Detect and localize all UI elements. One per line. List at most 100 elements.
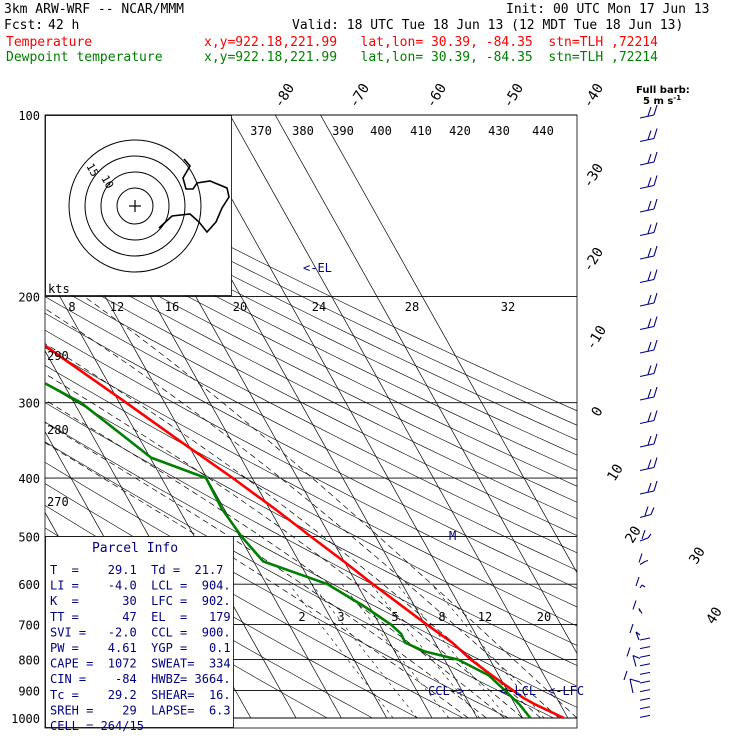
- isotherm: [320, 115, 577, 574]
- wind-barb-flag: [647, 200, 652, 211]
- wind-barb-flag: [653, 175, 658, 186]
- dry-adiabat: [45, 248, 577, 519]
- isotherm: [274, 115, 577, 655]
- mixing-ratio-label: 20: [537, 610, 551, 624]
- wind-barb-shaft: [639, 208, 655, 213]
- wind-barb-flag: [653, 128, 658, 139]
- wind-barb-flag: [644, 506, 649, 516]
- wind-barb-flag: [635, 631, 640, 641]
- full-barb-label: Full barb:: [636, 85, 690, 96]
- wind-barb-low: [639, 671, 651, 675]
- wind-barb-flag: [653, 292, 658, 304]
- wind-barb-low: [639, 654, 651, 658]
- wind-barb-low: [639, 689, 651, 693]
- isotherm-top-label: -50: [500, 81, 527, 111]
- hodograph-scale-label: 24: [312, 300, 326, 314]
- wind-barb-flag: [647, 177, 652, 187]
- theta-top-label: 440: [532, 124, 554, 138]
- wind-barb-flag: [653, 457, 658, 468]
- hodograph-trace: [158, 158, 230, 234]
- parcel-info-row: SREH = 29 LAPSE= 6.3: [50, 703, 231, 717]
- parcel-info: Parcel Info T = 29.1 Td = 21.7 LI = -4.0 L…: [45, 536, 234, 733]
- parcel-info-row: CIN = -84 HWBZ= 3664.: [50, 672, 231, 686]
- wind-barb-shaft: [632, 654, 641, 660]
- dry-adiabat: [45, 280, 577, 554]
- wind-barb-flag: [647, 365, 652, 375]
- wind-barb-flag: [647, 318, 652, 328]
- dry-adiabat: [45, 204, 577, 471]
- wind-barb-flag: [647, 533, 652, 539]
- mixing-ratio-label: 2: [298, 610, 305, 624]
- wind-barb-flag: [653, 480, 658, 492]
- wind-barb-flag: [653, 410, 658, 421]
- wind-barb-flag: [647, 224, 652, 234]
- mixing-ratio-line: [311, 584, 418, 719]
- wind-barb-flag: [653, 433, 658, 445]
- hodograph-ring: [68, 139, 202, 273]
- wind-barb-shaft: [639, 114, 655, 119]
- hodograph-ring-label: 15: [83, 161, 101, 179]
- wind-barb-shaft: [639, 419, 655, 425]
- moist-adiabat: [45, 343, 541, 719]
- wind-barb-shaft: [639, 396, 655, 401]
- isotherm-bottom-label: 40: [703, 604, 726, 627]
- wind-barb-shaft: [639, 161, 655, 166]
- wind-barb-flag: [653, 363, 658, 374]
- wind-barb-flag: [653, 269, 658, 280]
- wind-barb-flag: [653, 339, 658, 351]
- pressure-label: 200: [18, 291, 40, 305]
- wind-barb-shaft: [639, 466, 655, 472]
- hodograph-scale-label: 12: [110, 300, 124, 314]
- hodograph-ring: [100, 171, 170, 241]
- valid-time: Valid: 18 UTC Tue 18 Jun 13 (12 MDT Tue …: [292, 18, 684, 33]
- wind-barb-flag: [626, 647, 631, 657]
- parcel-info-row: Tc = 29.2 SHEAR= 16.: [50, 688, 231, 702]
- theta-left-label: 280: [47, 423, 69, 437]
- wind-barb-flag: [647, 247, 652, 258]
- dry-adiabat: [45, 190, 577, 456]
- wind-barb-shaft: [639, 513, 652, 519]
- wind-barb-flag: [647, 341, 652, 352]
- pressure-label: 900: [18, 684, 40, 698]
- wind-barb-flag: [641, 584, 646, 588]
- isotherm-bottom-label: 20: [622, 523, 645, 546]
- wind-barb-shaft: [639, 302, 655, 307]
- mixing-ratio-line: [341, 584, 450, 719]
- dry-adiabat: [45, 365, 577, 646]
- isotherm: [229, 115, 569, 719]
- mixing-ratio-line: [289, 584, 394, 719]
- dry-adiabat: [45, 312, 577, 589]
- wind-barb-flag: [641, 529, 646, 540]
- temperature-location: x,y=922.18,221.99 lat,lon= 30.39, -84.35…: [204, 35, 658, 50]
- wind-barb-flag: [653, 245, 658, 257]
- wind-barb-flag: [653, 316, 658, 327]
- theta-top-label: 420: [449, 124, 471, 138]
- hodograph-kts-label: kts: [48, 282, 70, 296]
- dry-adiabat: [45, 218, 577, 487]
- wind-barb-flag: [650, 507, 655, 515]
- dry-adiabat: [45, 329, 577, 608]
- mixing-ratio-line: [396, 584, 508, 719]
- wind-barb-low: [639, 714, 651, 718]
- mixing-ratio-label: 8: [438, 610, 445, 624]
- dry-adiabat: [45, 441, 554, 719]
- theta-top-label: 410: [410, 124, 432, 138]
- wind-barb-flag: [647, 106, 652, 117]
- wind-barb-flag: [638, 553, 643, 563]
- pressure-label: 300: [18, 397, 40, 411]
- isotherm-right-label: -40: [580, 81, 607, 111]
- wind-barb-low: [639, 637, 651, 641]
- hodograph-scale-label: 16: [165, 300, 179, 314]
- isotherm-right-label: -20: [580, 245, 607, 275]
- parcel-info-title: Parcel Info: [92, 541, 178, 556]
- theta-top-label: 370: [250, 124, 272, 138]
- full-barb-units: 5 m s-1: [643, 94, 681, 107]
- model-title: 3km ARW-WRF -- NCAR/MMM: [4, 2, 185, 17]
- wind-barb-shaft: [639, 255, 655, 260]
- dewpoint-label: Dewpoint temperature: [6, 50, 163, 65]
- parcel-info-row: SVI = -2.0 CCL = 900.: [50, 625, 231, 639]
- wind-barb-flag: [647, 294, 652, 305]
- fcst-label: Fcst:: [4, 18, 44, 33]
